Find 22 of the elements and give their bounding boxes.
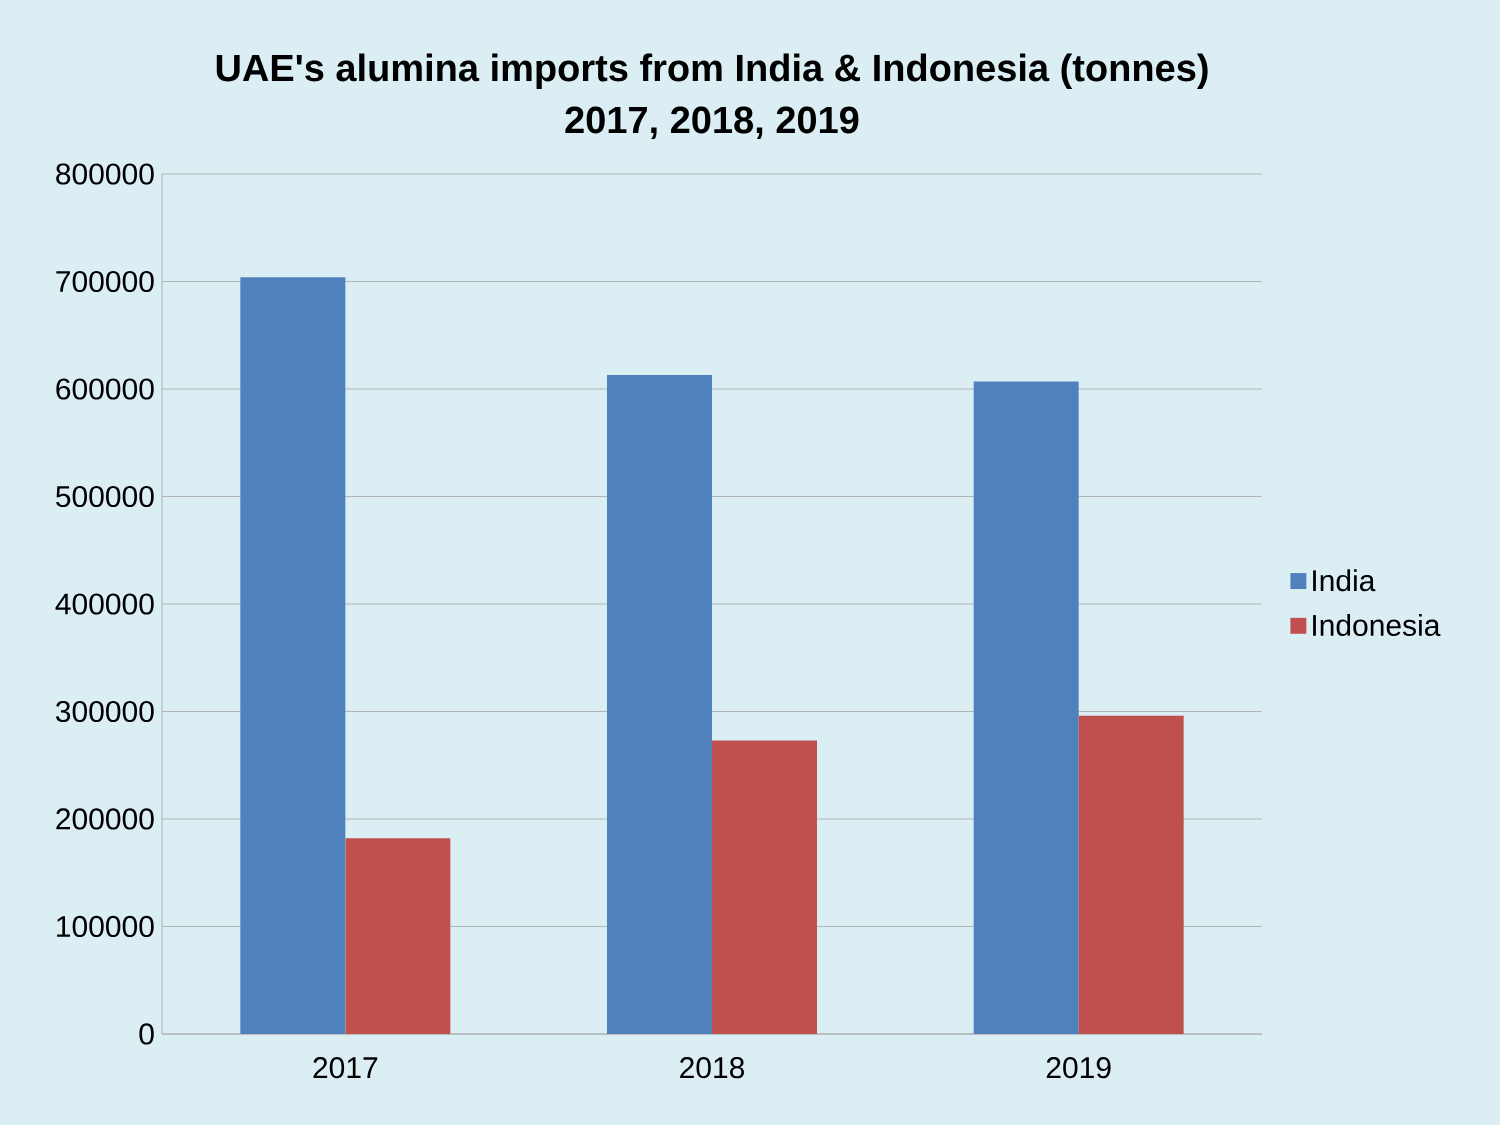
y-tick-label: 500000: [56, 485, 154, 508]
y-tick-label: 700000: [56, 270, 154, 293]
y-tick-label: 600000: [56, 378, 154, 400]
bar: [345, 838, 451, 1034]
chart-subtitle: 2017, 2018, 2019: [565, 106, 859, 139]
legend-label: Indonesia: [1313, 614, 1441, 637]
x-tick-label: 2019: [1046, 1057, 1111, 1079]
legend-label: India: [1313, 569, 1376, 592]
y-tick-label: 200000: [56, 808, 154, 830]
bar: [973, 381, 1079, 1034]
x-tick-label: 2018: [680, 1057, 745, 1079]
bar: [607, 375, 712, 1034]
y-tick-label: 100000: [57, 915, 154, 938]
y-tick-label: 300000: [55, 700, 154, 723]
x-tick-label: 2017: [313, 1057, 378, 1079]
y-tick-label: 800000: [56, 163, 154, 185]
bar: [1078, 715, 1184, 1034]
chart-title: UAE's alumina imports from India & Indonesia (tonnes): [216, 53, 1208, 89]
y-tick-label: 0: [139, 1023, 154, 1045]
bar: [712, 740, 817, 1034]
y-tick-label: 400000: [55, 593, 154, 615]
bar: [240, 277, 346, 1034]
